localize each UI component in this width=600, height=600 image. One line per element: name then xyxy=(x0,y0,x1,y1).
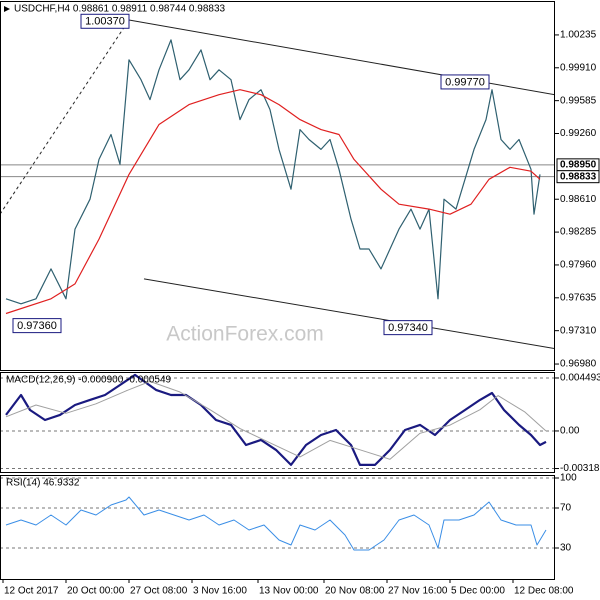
level-label: 0.98833 xyxy=(560,171,597,182)
series-line xyxy=(5,39,541,305)
annotation-label: 0.97340 xyxy=(388,322,428,334)
trendline xyxy=(143,278,555,350)
y-tick-label: 0.97960 xyxy=(560,260,597,271)
x-tick-label: 13 Nov 00:00 xyxy=(259,586,319,597)
panel-title: RSI(14) 46.9332 xyxy=(6,478,80,489)
y-tick-label: 30 xyxy=(560,543,572,554)
x-tick-label: 20 Oct 00:00 xyxy=(67,586,125,597)
y-tick-label: 0.99585 xyxy=(560,95,597,106)
annotation-box xyxy=(80,13,130,29)
series-line xyxy=(5,89,541,315)
y-tick-label: 0.98610 xyxy=(560,194,597,205)
y-tick-label: 0.97310 xyxy=(560,325,597,336)
plot-area xyxy=(0,373,555,470)
y-tick-label: 0.97635 xyxy=(560,292,597,303)
title-arrow xyxy=(4,6,10,12)
panel-border xyxy=(0,372,555,473)
series-line xyxy=(5,373,547,466)
trendline xyxy=(0,19,130,215)
level-box xyxy=(556,170,600,184)
plot-area xyxy=(0,19,555,350)
x-tick-label: 27 Oct 08:00 xyxy=(130,586,188,597)
panel-border xyxy=(0,475,555,580)
x-tick-label: 12 Oct 2017 xyxy=(4,586,59,597)
x-tick-label: 12 Dec 08:00 xyxy=(514,586,574,597)
annotation-box xyxy=(12,318,62,334)
watermark: ActionForex.com xyxy=(166,323,324,346)
y-tick-label: 0.004493 xyxy=(560,373,600,384)
panel-title: USDCHF,H4 0.98861 0.98911 0.98744 0.9883… xyxy=(14,4,226,15)
series-line xyxy=(5,380,547,460)
annotation-label: 0.99770 xyxy=(445,76,485,88)
annotation-label: 1.00370 xyxy=(85,16,125,28)
annotation-box xyxy=(383,320,433,336)
x-tick-label: 3 Nov 16:00 xyxy=(193,586,247,597)
y-tick-label: -0.003186 xyxy=(560,463,600,474)
y-tick-label: 70 xyxy=(560,503,572,514)
annotation-label: 0.97360 xyxy=(17,320,57,332)
trendline xyxy=(128,19,555,96)
series-line xyxy=(5,496,547,551)
y-tick-label: 0.98285 xyxy=(560,227,597,238)
annotation-box xyxy=(440,74,490,90)
panel-title: MACD(12,26,9) -0.000900 -0.000549 xyxy=(6,375,172,386)
x-tick-label: 27 Nov 16:00 xyxy=(388,586,448,597)
y-tick-label: 0.99910 xyxy=(560,62,597,73)
x-tick-label: 5 Dec 00:00 xyxy=(451,586,505,597)
x-tick-label: 20 Nov 08:00 xyxy=(325,586,385,597)
y-tick-label: 0.96980 xyxy=(560,359,597,370)
y-tick-label: 0.00 xyxy=(560,426,580,437)
y-tick-label: 1.00235 xyxy=(560,30,597,41)
panel-border xyxy=(0,1,555,371)
y-tick-label: 0.99260 xyxy=(560,128,597,139)
y-tick-label: 100 xyxy=(560,473,577,484)
plot-area xyxy=(0,477,555,551)
level-label: 0.98950 xyxy=(560,159,597,170)
